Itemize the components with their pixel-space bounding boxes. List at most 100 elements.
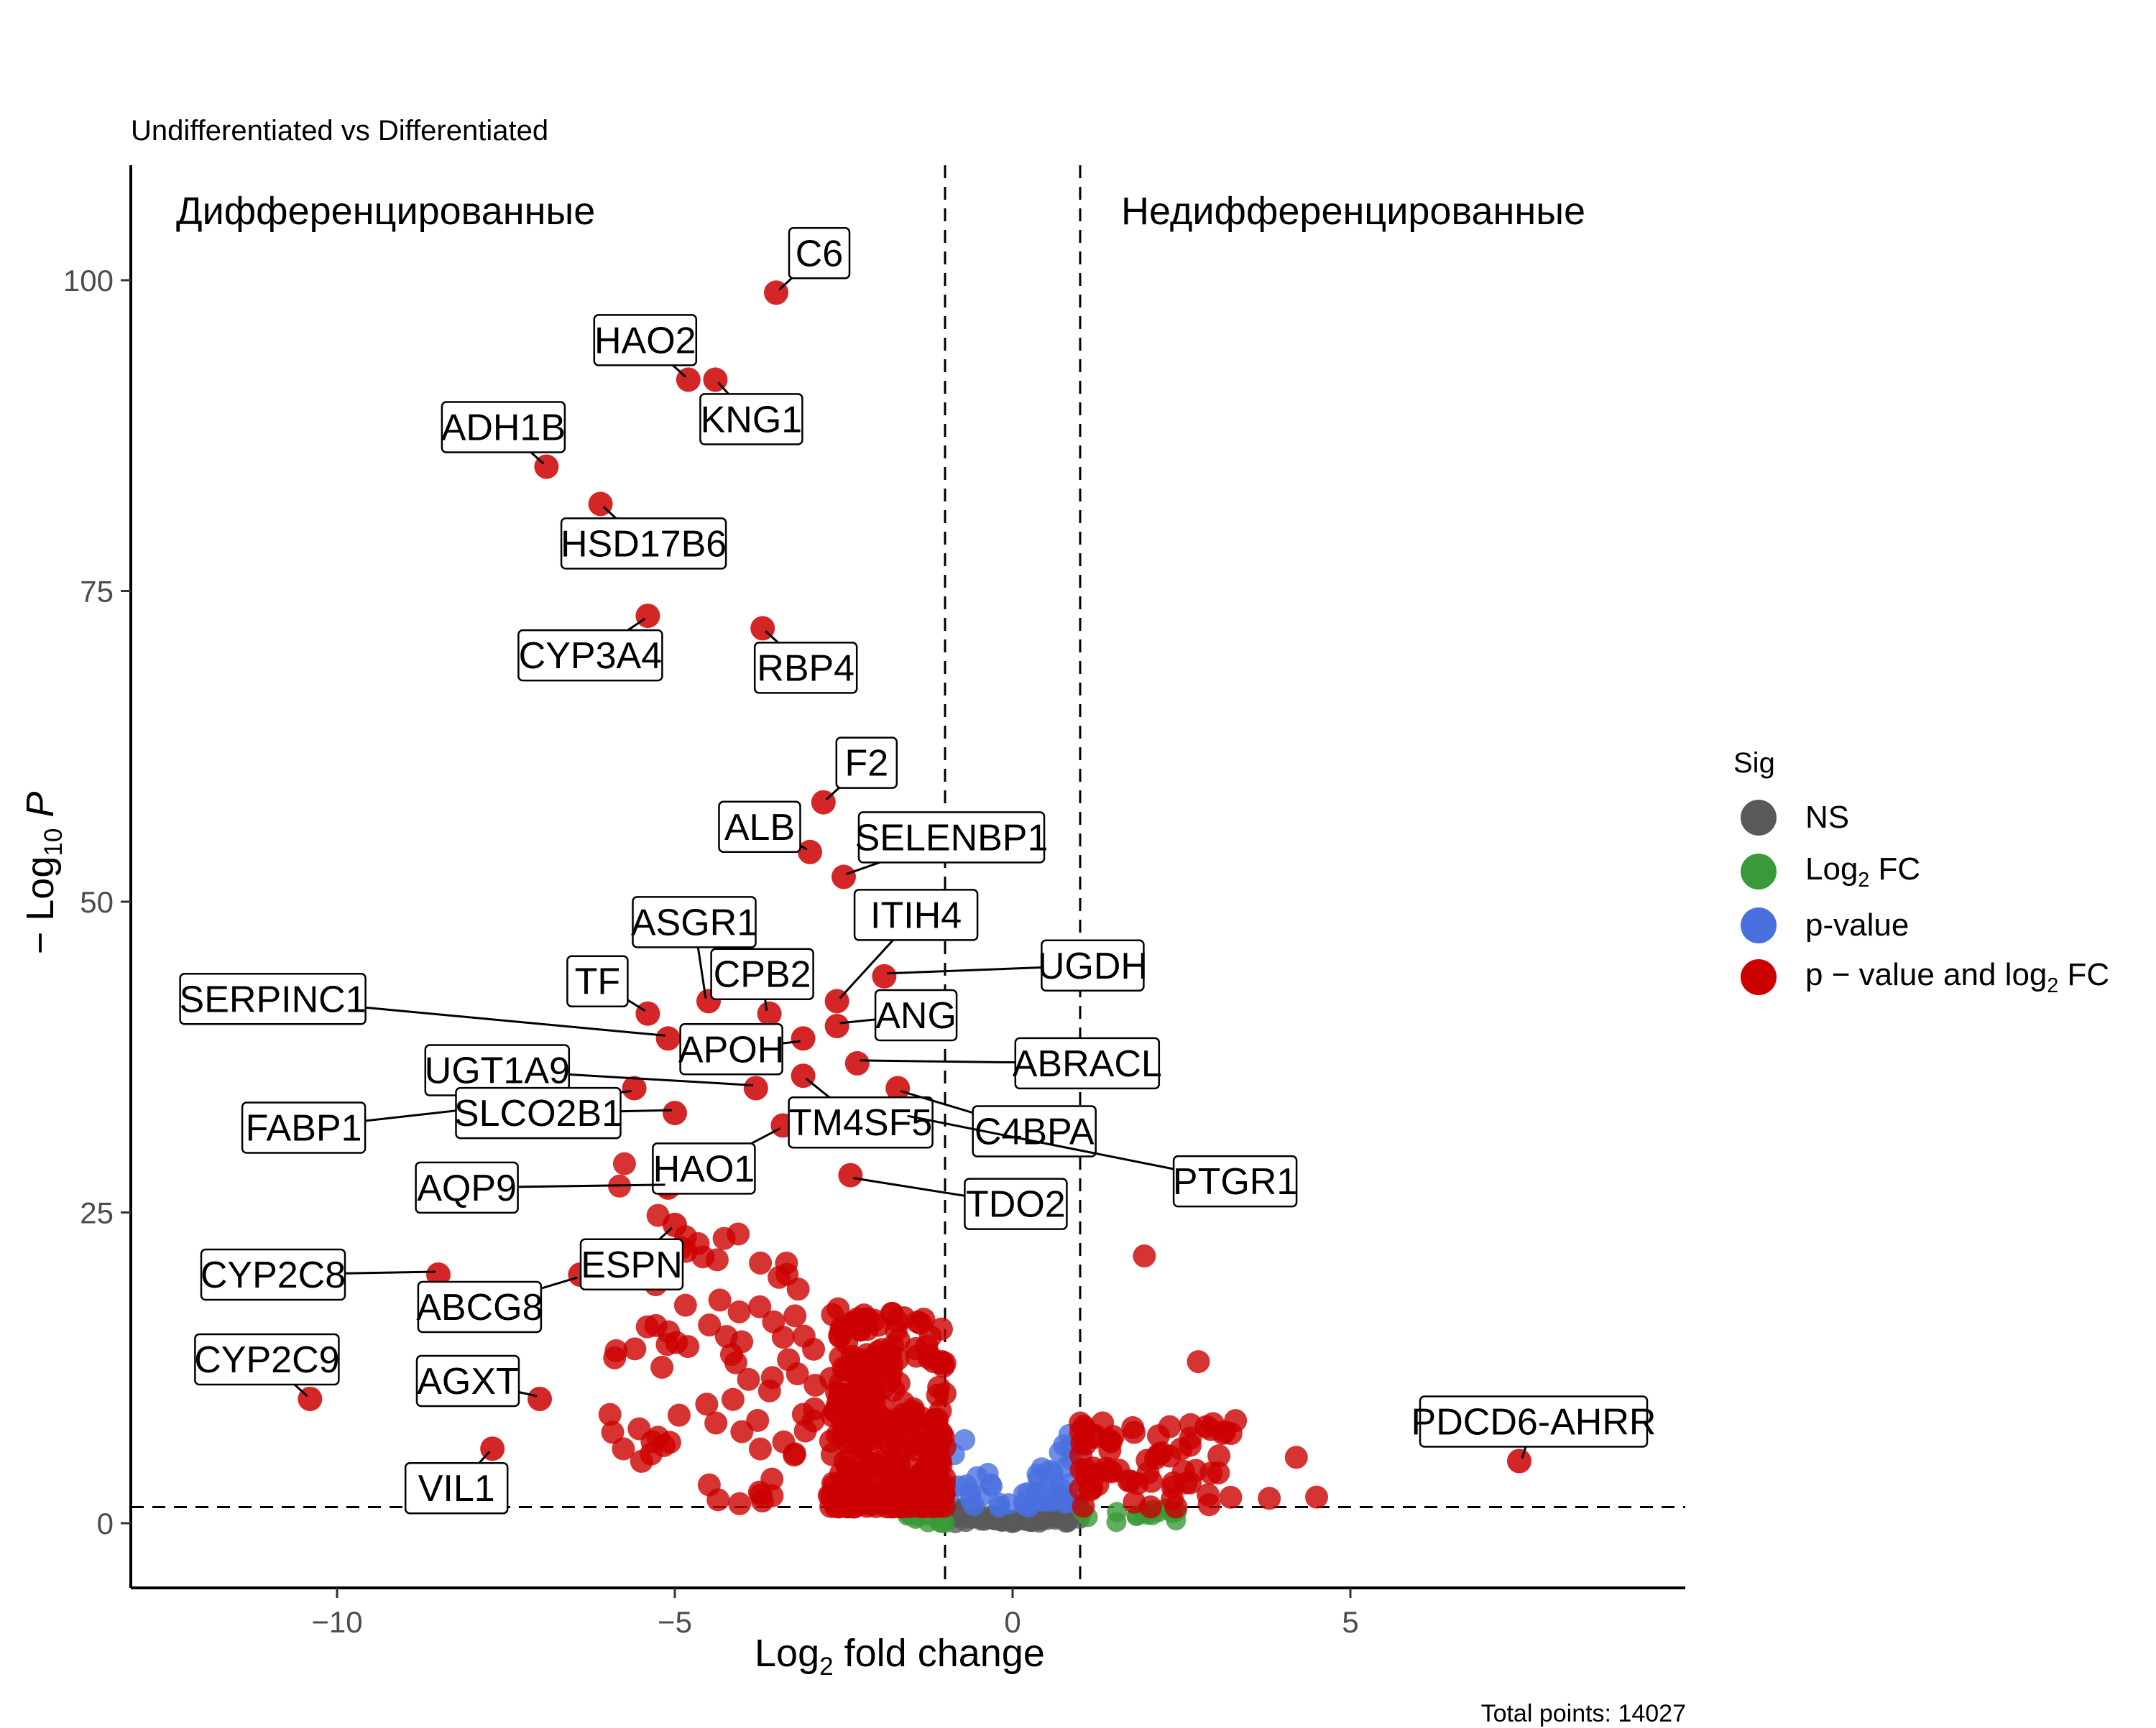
point-significant [749, 1251, 773, 1275]
y-tick-label: 75 [80, 575, 114, 609]
gene-label: ABCG8 [416, 1287, 543, 1329]
gene-label: SLCO2B1 [454, 1093, 622, 1135]
point-significant [848, 1492, 872, 1516]
gene-label-box [560, 517, 727, 570]
point-significant [705, 1248, 729, 1272]
point-significant [612, 1437, 635, 1461]
gene-label-box [593, 314, 698, 366]
point-significant [802, 1337, 826, 1361]
gene-label: ABRACL [1013, 1043, 1162, 1085]
point-significant [903, 1438, 926, 1461]
point-significant [917, 1346, 941, 1370]
point-significant [730, 1420, 754, 1443]
legend-label: p − value and log2 FC [1805, 956, 2110, 997]
point-significant [657, 1320, 681, 1344]
point-pvalue [998, 1493, 1020, 1515]
labeled-gene-point [872, 964, 897, 989]
point-significant [1072, 1415, 1096, 1438]
gene-label-box [1172, 1155, 1298, 1208]
point-significant [598, 1403, 622, 1426]
gene-label: ITIH4 [870, 895, 962, 936]
point-significant [727, 1222, 750, 1246]
gene-label: HAO2 [594, 320, 696, 361]
point-significant [673, 1293, 697, 1317]
point-significant [1097, 1459, 1121, 1483]
labeled-gene-point [757, 1001, 782, 1026]
point-significant [630, 1449, 653, 1473]
labeled-gene-point [426, 1262, 451, 1287]
point-significant [650, 1355, 674, 1379]
point-pvalue [1049, 1441, 1071, 1464]
labeled-gene-point [1507, 1449, 1531, 1474]
gene-label: RBP4 [757, 647, 854, 689]
labeled-gene-point [791, 1026, 816, 1051]
x-tick-label: 5 [1342, 1605, 1358, 1639]
gene-label-box [788, 227, 851, 279]
point-significant [1258, 1487, 1281, 1510]
point-significant [1074, 1432, 1097, 1456]
gene-label-box [710, 948, 814, 1000]
legend-label: Log2 FC [1805, 851, 1921, 892]
gene-label-box [874, 989, 958, 1042]
gene-label: CYP2C8 [201, 1255, 346, 1296]
point-pvalue [1030, 1489, 1052, 1512]
labeled-gene-point [743, 1076, 768, 1101]
point-significant [762, 1310, 786, 1334]
point-significant [870, 1394, 893, 1418]
gene-label: F2 [844, 743, 888, 785]
gene-label: PDCD6-AHRR [1411, 1402, 1657, 1443]
annotation-right: Недифференцированные [1121, 190, 1585, 233]
point-significant [635, 1315, 659, 1339]
point-significant [695, 1392, 719, 1416]
gene-label: PTGR1 [1173, 1161, 1297, 1203]
gene-label: HAO1 [653, 1148, 755, 1190]
gene-label-box [241, 1101, 367, 1154]
point-significant [1207, 1444, 1231, 1468]
point-pvalue [963, 1494, 985, 1517]
gene-label-box [566, 955, 629, 1007]
gene-label: SERPINC1 [180, 979, 367, 1020]
chart-caption: Total points: 14027 [1480, 1700, 1686, 1727]
point-significant [748, 1437, 772, 1461]
region-annotations: Дифференцированные Недифференцированные [176, 190, 1585, 233]
gene-label: TDO2 [966, 1184, 1066, 1226]
point-significant [1147, 1443, 1171, 1466]
point-significant [612, 1152, 636, 1175]
point-significant [856, 1307, 880, 1331]
point-significant [890, 1408, 913, 1432]
point-significant [1074, 1458, 1098, 1482]
gene-label-box [441, 401, 566, 453]
point-significant [1072, 1494, 1095, 1518]
point-significant [627, 1417, 651, 1441]
gene-label-box [632, 896, 757, 948]
gene-label-box [194, 1333, 340, 1386]
point-significant [1219, 1422, 1243, 1446]
gene-label-box [718, 800, 801, 854]
gene-label: ESPN [581, 1244, 683, 1286]
point-significant [698, 1313, 722, 1337]
point-significant [1098, 1438, 1122, 1462]
gene-label-box [699, 393, 803, 445]
gene-label-box [455, 1086, 622, 1140]
gene-label: VIL1 [418, 1468, 495, 1510]
point-significant [906, 1494, 929, 1518]
labeled-gene-point [831, 864, 856, 890]
point-significant [801, 1409, 825, 1433]
gene-label-box [579, 1238, 684, 1291]
point-significant [1119, 1469, 1143, 1493]
labeled-gene-point [824, 1014, 849, 1038]
point-ns [1000, 1512, 1021, 1533]
gene-label-box [1014, 1037, 1161, 1090]
annotation-left: Дифференцированные [176, 190, 595, 233]
point-significant [721, 1387, 745, 1411]
point-significant [1133, 1244, 1156, 1268]
point-significant [896, 1470, 920, 1494]
point-pvalue [1031, 1457, 1053, 1479]
point-significant [728, 1492, 752, 1515]
legend-label: NS [1805, 800, 1850, 835]
y-tick-label: 25 [80, 1196, 114, 1230]
point-significant [868, 1413, 892, 1436]
point-significant [829, 1345, 852, 1369]
legend-swatch-icon [1741, 907, 1777, 943]
